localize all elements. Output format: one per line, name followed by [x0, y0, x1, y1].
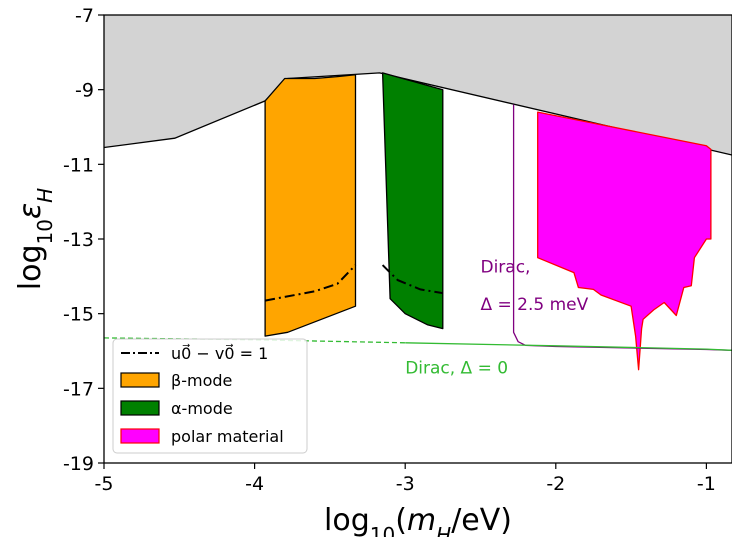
legend-swatch-polar [120, 428, 160, 444]
annotation-dirac-gap-line2: Δ = 2.5 meV [480, 295, 588, 315]
legend-label-alpha: α-mode [171, 399, 233, 418]
legend: u0⃗ − v0⃗ = 1 β-mode α-mode polar material [112, 338, 308, 454]
annotations: Dirac, Δ = 2.5 meV Dirac, Δ = 0 [405, 258, 588, 379]
y-tick-label: -11 [63, 154, 94, 176]
polar-material-region [537, 111, 712, 371]
y-tick-label: -9 [75, 80, 94, 102]
y-tick-label: -15 [63, 304, 94, 326]
dirac-zero-curve [405, 342, 732, 351]
annotation-dirac-gap-line1: Dirac, [480, 258, 530, 278]
y-tick-label: -7 [75, 5, 94, 27]
u-minus-v-line-1 [264, 264, 357, 302]
alpha-mode-region [381, 72, 444, 330]
legend-swatch-beta [120, 372, 160, 388]
y-tick-label: -13 [63, 229, 94, 251]
beta-mode-region [264, 74, 357, 337]
x-axis-title: log10(mH/eV) [324, 503, 512, 537]
legend-label-beta: β-mode [171, 371, 232, 390]
plot-data-layer [103, 15, 732, 371]
legend-swatch-alpha [120, 400, 160, 416]
legend-label-polar: polar material [171, 427, 284, 446]
x-tick-label: -2 [546, 473, 565, 495]
y-tick-label: -17 [63, 378, 94, 400]
axis-ticks: -5 -4 -3 -2 -1 -19 -17 -15 -13 -11 -9 -7 [63, 5, 716, 495]
x-tick-label: -5 [95, 473, 114, 495]
legend-label-line: u0⃗ − v0⃗ = 1 [171, 343, 268, 363]
annotation-dirac-zero: Dirac, Δ = 0 [405, 358, 508, 378]
y-tick-label: -19 [63, 453, 94, 475]
x-tick-label: -4 [245, 473, 264, 495]
x-tick-label: -1 [697, 473, 716, 495]
excluded-region [104, 15, 732, 155]
x-tick-label: -3 [396, 473, 415, 495]
legend-box [112, 338, 308, 454]
y-axis-title: log10εH [13, 188, 57, 290]
